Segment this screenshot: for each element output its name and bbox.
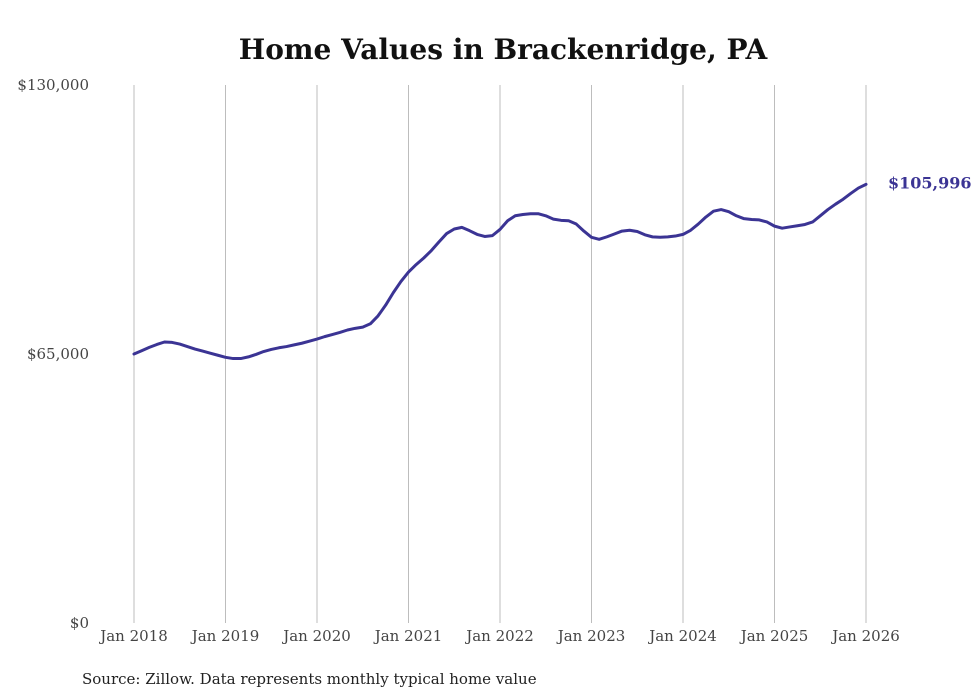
series-layer bbox=[132, 182, 868, 361]
chart-title: Home Values in Brackenridge, PA bbox=[239, 33, 769, 66]
x-tick-label: Jan 2023 bbox=[556, 627, 626, 645]
source-note: Source: Zillow. Data represents monthly … bbox=[82, 670, 537, 688]
x-axis-ticks: Jan 2018 Jan 2019 Jan 2020 Jan 2021 Jan 2022… bbox=[98, 627, 900, 645]
x-tick-label: Jan 2024 bbox=[647, 627, 717, 645]
y-tick-label: $0 bbox=[70, 614, 89, 632]
y-tick-label: $65,000 bbox=[27, 345, 89, 363]
x-tick-label: Jan 2020 bbox=[281, 627, 351, 645]
y-tick-label: $130,000 bbox=[17, 76, 89, 94]
x-tick-label: Jan 2026 bbox=[830, 627, 900, 645]
end-value-label: $105,996 bbox=[888, 173, 972, 192]
x-tick-label: Jan 2019 bbox=[190, 627, 260, 645]
y-axis-ticks: $0 $65,000 $130,000 bbox=[17, 76, 89, 632]
x-tick-label: Jan 2025 bbox=[739, 627, 809, 645]
x-tick-label: Jan 2021 bbox=[373, 627, 443, 645]
series-line bbox=[132, 182, 868, 361]
x-tick-label: Jan 2022 bbox=[464, 627, 534, 645]
x-tick-label: Jan 2018 bbox=[98, 627, 168, 645]
grid-lines bbox=[133, 85, 867, 623]
